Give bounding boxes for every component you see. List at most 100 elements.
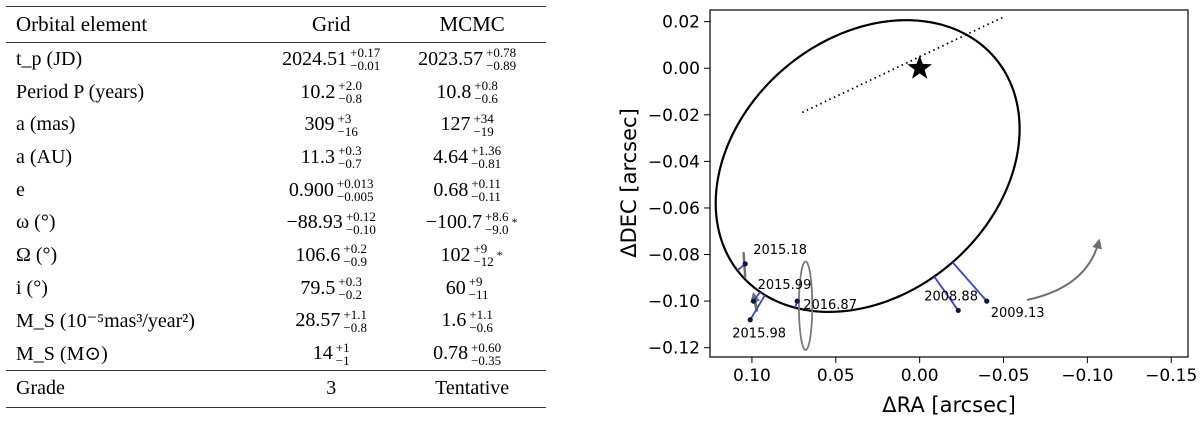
mcmc-lower-error: −19 [473,123,494,139]
table-row: a (mas) 309 +3 −16 127 +34 −19 [6,108,546,141]
mcmc-upper-error: +9 [468,274,483,290]
row-label: a (AU) [16,145,73,168]
row-mcmc-cell: −100.7 +8.6 −9.0 * [398,206,546,239]
x-axis-label: ΔRA [arcsec] [882,393,1016,417]
observation-label: 2008.88 [924,289,978,304]
table-row: ω (°) −88.93 +0.12 −0.10 −100.7 +8.6 −9.0 * [6,206,546,239]
grid-upper-error: +0.17 [350,45,381,61]
row-label: ω (°) [16,211,56,234]
y-tick-label: −0.02 [648,106,700,126]
mcmc-lower-error: −12 [473,254,494,270]
flag-asterisk: * [511,215,518,230]
grid-upper-error: +0.12 [345,208,376,224]
mcmc-value: 2023.57 [418,47,484,70]
grid-value: 14 [312,342,333,365]
mcmc-uncertainty: +1.36 −0.81 [471,144,501,170]
row-grid-cell: 10.2 +2.0 −0.8 [264,76,398,109]
line-of-nodes [801,16,1004,114]
grid-uncertainty: +2.0 −0.8 [338,79,362,105]
header-grid: Grid [264,6,399,43]
row-label: a (mas) [16,113,76,136]
mcmc-value: 127 [440,113,471,136]
grade-mcmc: Tentative [398,369,546,408]
mcmc-value: −100.7 [425,211,482,234]
x-tick-label: 0.05 [817,366,855,386]
grid-value: 0.900 [288,178,334,201]
mcmc-value: 102 [440,243,471,266]
residual-line [951,261,988,302]
x-tick-label: 0.00 [901,366,939,386]
row-grid-cell: 14 +1 −1 [264,337,398,370]
row-mcmc-cell: 1.6 +1.1 −0.6 [398,305,546,338]
grid-lower-error: −0.8 [338,91,363,107]
row-grid-cell: 79.5 +0.3 −0.2 [264,272,398,305]
row-mcmc-cell: 10.8 +0.8 −0.6 [398,76,546,109]
mcmc-lower-error: −0.6 [474,91,498,107]
y-tick-label: −0.10 [648,292,700,312]
observation-point [794,298,800,304]
mcmc-uncertainty: +9 −12 [473,242,493,268]
grid-upper-error: +0.013 [336,176,374,192]
observation-point [955,307,961,314]
x-tick-label: −0.15 [1145,366,1197,386]
row-label: i (°) [16,276,48,299]
y-tick-label: −0.12 [648,339,700,359]
grid-uncertainty: +0.17 −0.01 [350,46,380,72]
grid-uncertainty: +3 −16 [338,112,358,138]
observation-label: 2016.87 [803,298,857,313]
mcmc-uncertainty: +0.78 −0.89 [486,46,516,72]
grid-upper-error: +0.3 [338,274,363,290]
table-row: M_S (M⊙) 14 +1 −1 0.78 +0.60 −0.35 [6,337,546,370]
grid-value: 10.2 [300,80,336,103]
table-row: e 0.900 +0.013 −0.005 0.68 +0.11 −0.11 [6,174,546,207]
grid-lower-error: −0.8 [343,319,368,335]
mcmc-lower-error: −9.0 [484,221,509,237]
plot-frame [709,9,1189,358]
row-mcmc-cell: 0.68 +0.11 −0.11 [398,174,546,207]
table-row: M_S (10⁻⁵mas³/year²) 28.57 +1.1 −0.8 1.6 +1.1… [6,305,546,338]
observation-point [742,261,748,267]
table-row: t_p (JD) 2024.51 +0.17 −0.01 2023.57 +0.78 −0.… [6,43,546,76]
row-grid-cell: −88.93 +0.12 −0.10 [264,206,398,239]
grid-upper-error: +0.3 [338,143,362,159]
row-label: Period P (years) [16,80,145,103]
grid-lower-error: −0.2 [338,287,363,303]
mcmc-upper-error: +34 [473,110,494,126]
mcmc-uncertainty: +1.1 −0.6 [469,308,493,334]
grid-value: 79.5 [300,276,336,299]
orbit-direction-arrow [1026,238,1102,301]
row-label: e [16,178,25,201]
mcmc-uncertainty: +0.60 −0.35 [471,341,501,367]
grid-uncertainty: +0.3 −0.2 [338,275,362,301]
grid-lower-error: −16 [337,123,358,139]
grid-value: −88.93 [286,211,343,234]
mcmc-lower-error: −0.81 [471,156,502,172]
mcmc-uncertainty: +8.6 −9.0 [485,210,509,236]
row-mcmc-cell: 4.64 +1.36 −0.81 [398,141,546,174]
grid-uncertainty: +0.2 −0.9 [343,242,367,268]
observation-label: 2015.98 [732,327,786,342]
grid-value: 106.6 [295,243,341,266]
mcmc-value: 0.78 [433,342,469,365]
orbital-elements-table-panel: Orbital element Grid MCMC t_p (JD) 2024.5… [0,0,560,426]
y-tick-label: −0.08 [648,246,700,266]
observation-point [747,317,753,323]
mcmc-upper-error: +0.78 [486,45,517,61]
mcmc-value: 1.6 [441,309,467,332]
mcmc-value: 10.8 [436,80,472,103]
mcmc-lower-error: −0.11 [471,189,501,205]
grid-uncertainty: +1 −1 [336,341,350,367]
grade-row: Grade 3 Tentative [6,369,546,408]
grid-lower-error: −1 [335,352,350,368]
mcmc-lower-error: −0.6 [469,319,493,335]
grid-value: 28.57 [295,309,341,332]
grid-value: 309 [304,113,335,136]
observation-label: 2015.99 [758,278,812,293]
residual-line [749,294,766,321]
mcmc-value: 60 [445,276,466,299]
row-grid-cell: 2024.51 +0.17 −0.01 [264,43,398,76]
observation-point [984,298,990,304]
mcmc-upper-error: +1.36 [471,143,502,159]
grid-lower-error: −0.7 [338,156,362,172]
primary-star-marker [907,55,933,79]
